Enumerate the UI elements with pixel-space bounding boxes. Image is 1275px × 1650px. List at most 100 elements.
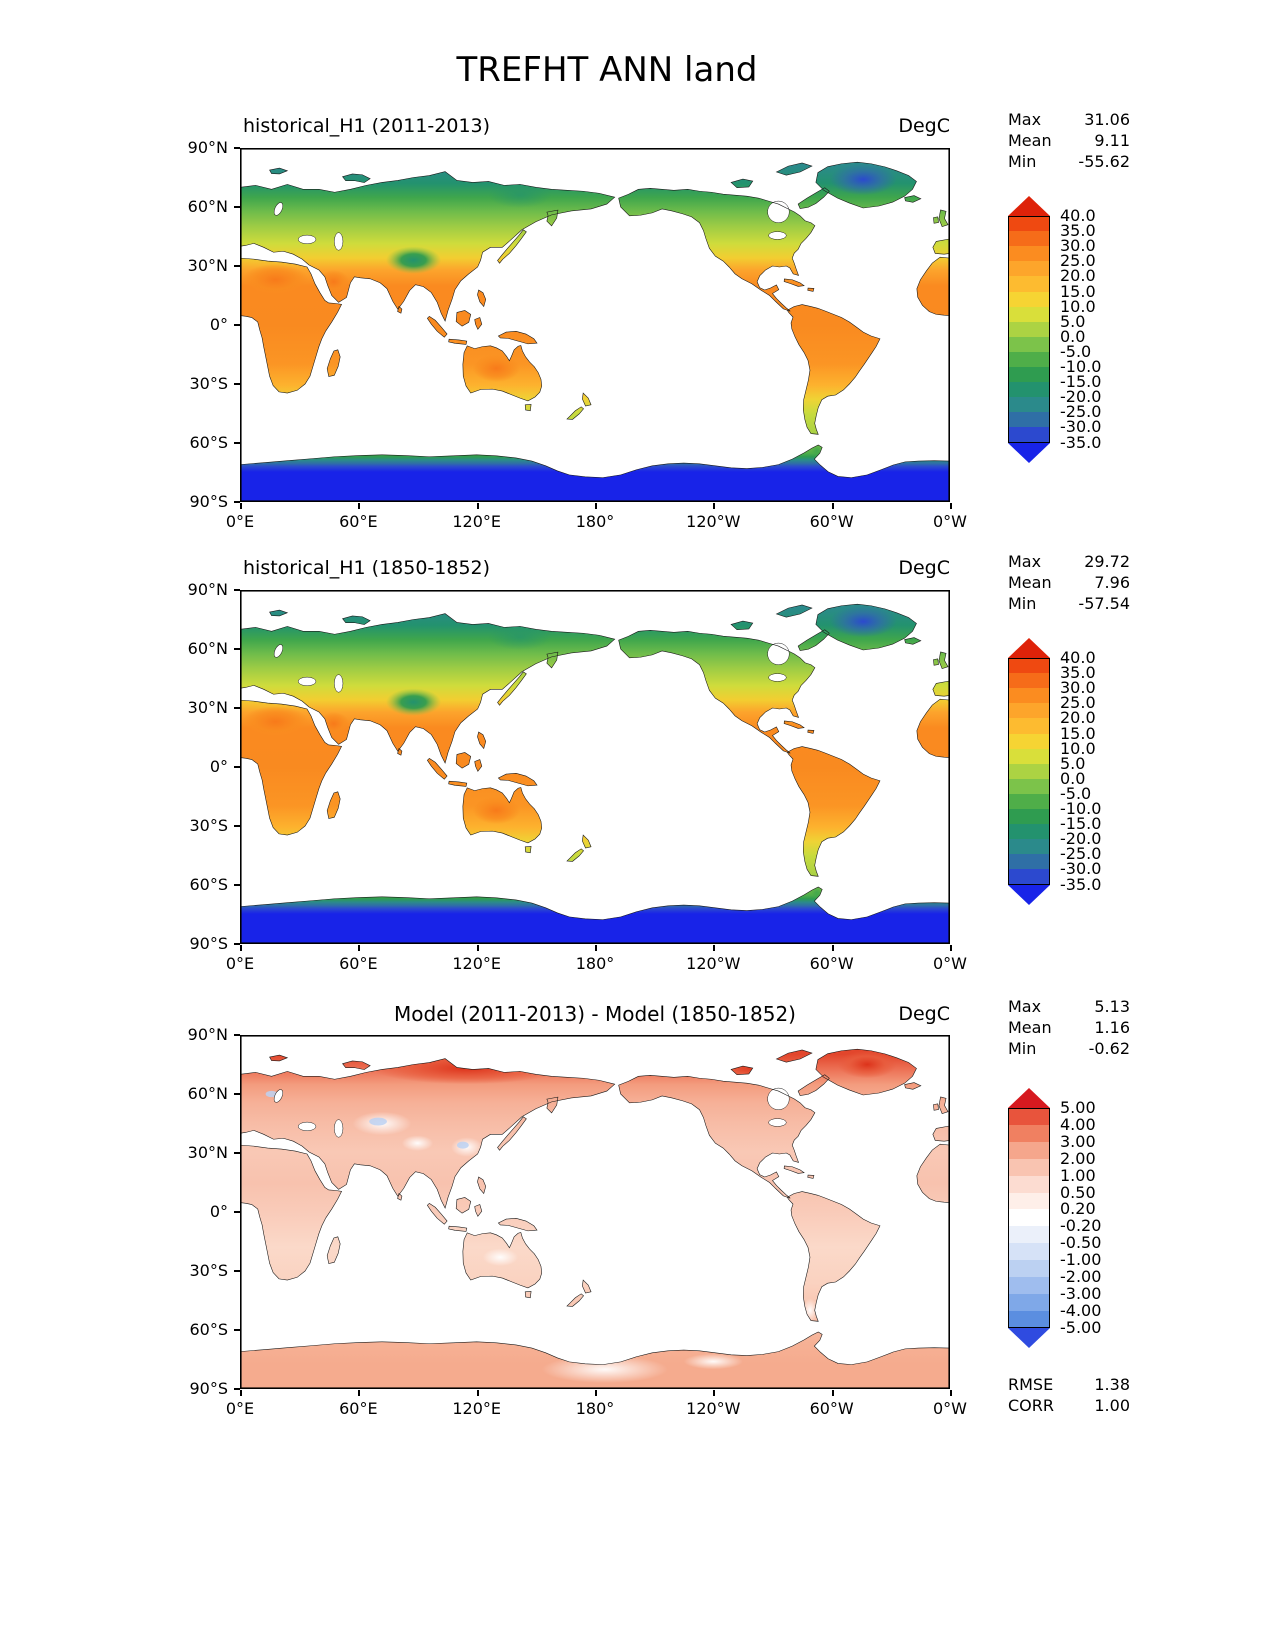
colorbar-segment	[1008, 382, 1050, 398]
x-axis: 0°E 60°E 120°E 180° 120°W 60°W 0°W	[226, 1390, 967, 1420]
colorbar-segment	[1008, 1226, 1050, 1244]
tick-label: 60°S	[189, 1319, 228, 1339]
colorbar-segment	[1008, 733, 1050, 750]
colorbar-segment	[1008, 824, 1050, 840]
x-tick: 0°W	[910, 945, 990, 973]
y-tick: 0°	[140, 315, 240, 335]
y-tick: 60°S	[140, 875, 240, 895]
x-tick: 120°W	[673, 945, 753, 973]
tick-label: 120°W	[686, 1399, 741, 1418]
stat-min: Min -55.62	[1008, 151, 1130, 172]
tick-mark	[831, 503, 834, 509]
colorbar-tick-label: -5.0	[1060, 783, 1092, 803]
y-tick: 60°N	[140, 197, 240, 217]
x-tick: 120°W	[673, 1390, 753, 1418]
colorbar-tick-label: 40.0	[1060, 206, 1096, 225]
colorbar-tick-label: 0.20	[1060, 1199, 1096, 1219]
tick-label: 0°	[209, 757, 228, 776]
y-tick: 90°N	[140, 580, 240, 600]
stats-block: Max 5.13 Mean 1.16 Min -0.62	[1008, 996, 1130, 1059]
stat-value: -0.62	[1088, 1039, 1130, 1058]
tick-mark	[476, 945, 479, 951]
colorbar-tick-label: -1.00	[1060, 1250, 1102, 1270]
tick-label: 60°N	[187, 639, 228, 658]
units-label: DegC	[898, 557, 950, 579]
stat-max: Max 29.72	[1008, 551, 1130, 572]
colorbar-segment	[1008, 1124, 1050, 1143]
y-tick: 30°S	[140, 1261, 240, 1281]
colorbar-segment	[1008, 216, 1050, 232]
units-label: DegC	[898, 1003, 950, 1025]
colorbar-tick-label: 20.0	[1060, 708, 1096, 728]
y-tick: 30°N	[140, 1143, 240, 1163]
colorbar-segment	[1008, 1243, 1050, 1261]
colorbar-tick-label: 10.0	[1060, 296, 1096, 316]
figure-title: TREFHT ANN land	[456, 50, 758, 90]
colorbar-arrow-bottom	[1008, 884, 1050, 905]
colorbar-segment	[1008, 412, 1050, 428]
colorbar-arrow-top	[1008, 638, 1050, 658]
tick-label: 0°E	[225, 1399, 255, 1418]
colorbar-tick-label: -20.0	[1060, 829, 1102, 849]
tick-mark	[234, 943, 240, 945]
colorbar-tick-label: -4.00	[1060, 1300, 1102, 1320]
x-tick: 180°	[555, 945, 635, 973]
colorbar-tick-label: -30.0	[1060, 417, 1102, 437]
stat-mean: Mean 9.11	[1008, 130, 1130, 151]
x-tick: 0°E	[200, 503, 280, 531]
tick-mark	[240, 945, 242, 951]
x-tick: 0°E	[200, 945, 280, 973]
rmse-corr-block: RMSE 1.38 CORR 1.00	[1008, 1374, 1130, 1416]
colorbar-tick-label: 30.0	[1060, 236, 1096, 256]
panel-title: historical_H1 (1850-1852)	[243, 557, 491, 579]
tick-label: 90°S	[189, 492, 228, 511]
colorbar-segment	[1008, 1260, 1050, 1278]
colorbar-tick-label: 10.0	[1060, 738, 1096, 758]
tick-label: 90°N	[187, 580, 228, 599]
y-tick: 60°N	[140, 639, 240, 659]
stat-label: Mean	[1008, 573, 1052, 592]
tick-label: 60°N	[187, 197, 228, 216]
y-tick: 90°N	[140, 138, 240, 158]
tick-label: 60°N	[187, 1084, 228, 1103]
colorbar-segment	[1008, 703, 1050, 719]
colorbar-tick-label: -20.0	[1060, 387, 1102, 407]
tick-mark	[234, 441, 240, 444]
tick-label: 0°E	[225, 512, 255, 531]
colorbar-tick-label: -2.00	[1060, 1267, 1102, 1286]
colorbar-tick-label: 25.0	[1060, 251, 1096, 271]
colorbar-segment	[1008, 688, 1050, 704]
x-tick: 60°E	[318, 945, 398, 973]
tick-mark	[234, 589, 240, 591]
stat-value: 31.06	[1084, 110, 1130, 129]
x-tick: 60°W	[792, 1390, 872, 1418]
y-axis: 90°N 60°N 30°N 0° 30°S 60°S 90°S	[140, 580, 240, 953]
tick-label: 0°	[209, 1202, 228, 1221]
stat-label: Max	[1008, 997, 1042, 1016]
colorbar-tick-label: 20.0	[1060, 266, 1096, 286]
tick-label: 30°S	[189, 1261, 228, 1280]
y-tick: 30°N	[140, 256, 240, 276]
tick-mark	[358, 503, 361, 509]
colorbar-segment	[1008, 231, 1050, 247]
colorbar-segment	[1008, 809, 1050, 825]
tick-label: 30°N	[187, 255, 228, 275]
colorbar-tick-label: -5.0	[1060, 341, 1092, 361]
colorbar-tick-label: -10.0	[1060, 357, 1102, 376]
colorbar-arrow-top	[1008, 1088, 1050, 1108]
tick-label: 30°S	[189, 816, 228, 835]
tick-label: 60°E	[339, 1399, 378, 1418]
tick-label: 30°N	[187, 1142, 228, 1162]
stat-label: Max	[1008, 552, 1042, 571]
x-tick: 60°E	[318, 1390, 398, 1418]
tick-label: 60°E	[339, 512, 378, 531]
colorbar-tick-label: 3.00	[1060, 1131, 1096, 1151]
x-tick: 120°E	[437, 1390, 517, 1418]
x-tick: 120°E	[437, 503, 517, 531]
stat-label: Max	[1008, 110, 1042, 129]
tick-mark	[713, 945, 716, 951]
colorbar-arrow-bottom	[1008, 442, 1050, 463]
x-axis: 0°E 60°E 120°E 180° 120°W 60°W 0°W	[226, 945, 967, 975]
colorbar-segment	[1008, 658, 1050, 674]
colorbar-frame	[1008, 657, 1050, 885]
